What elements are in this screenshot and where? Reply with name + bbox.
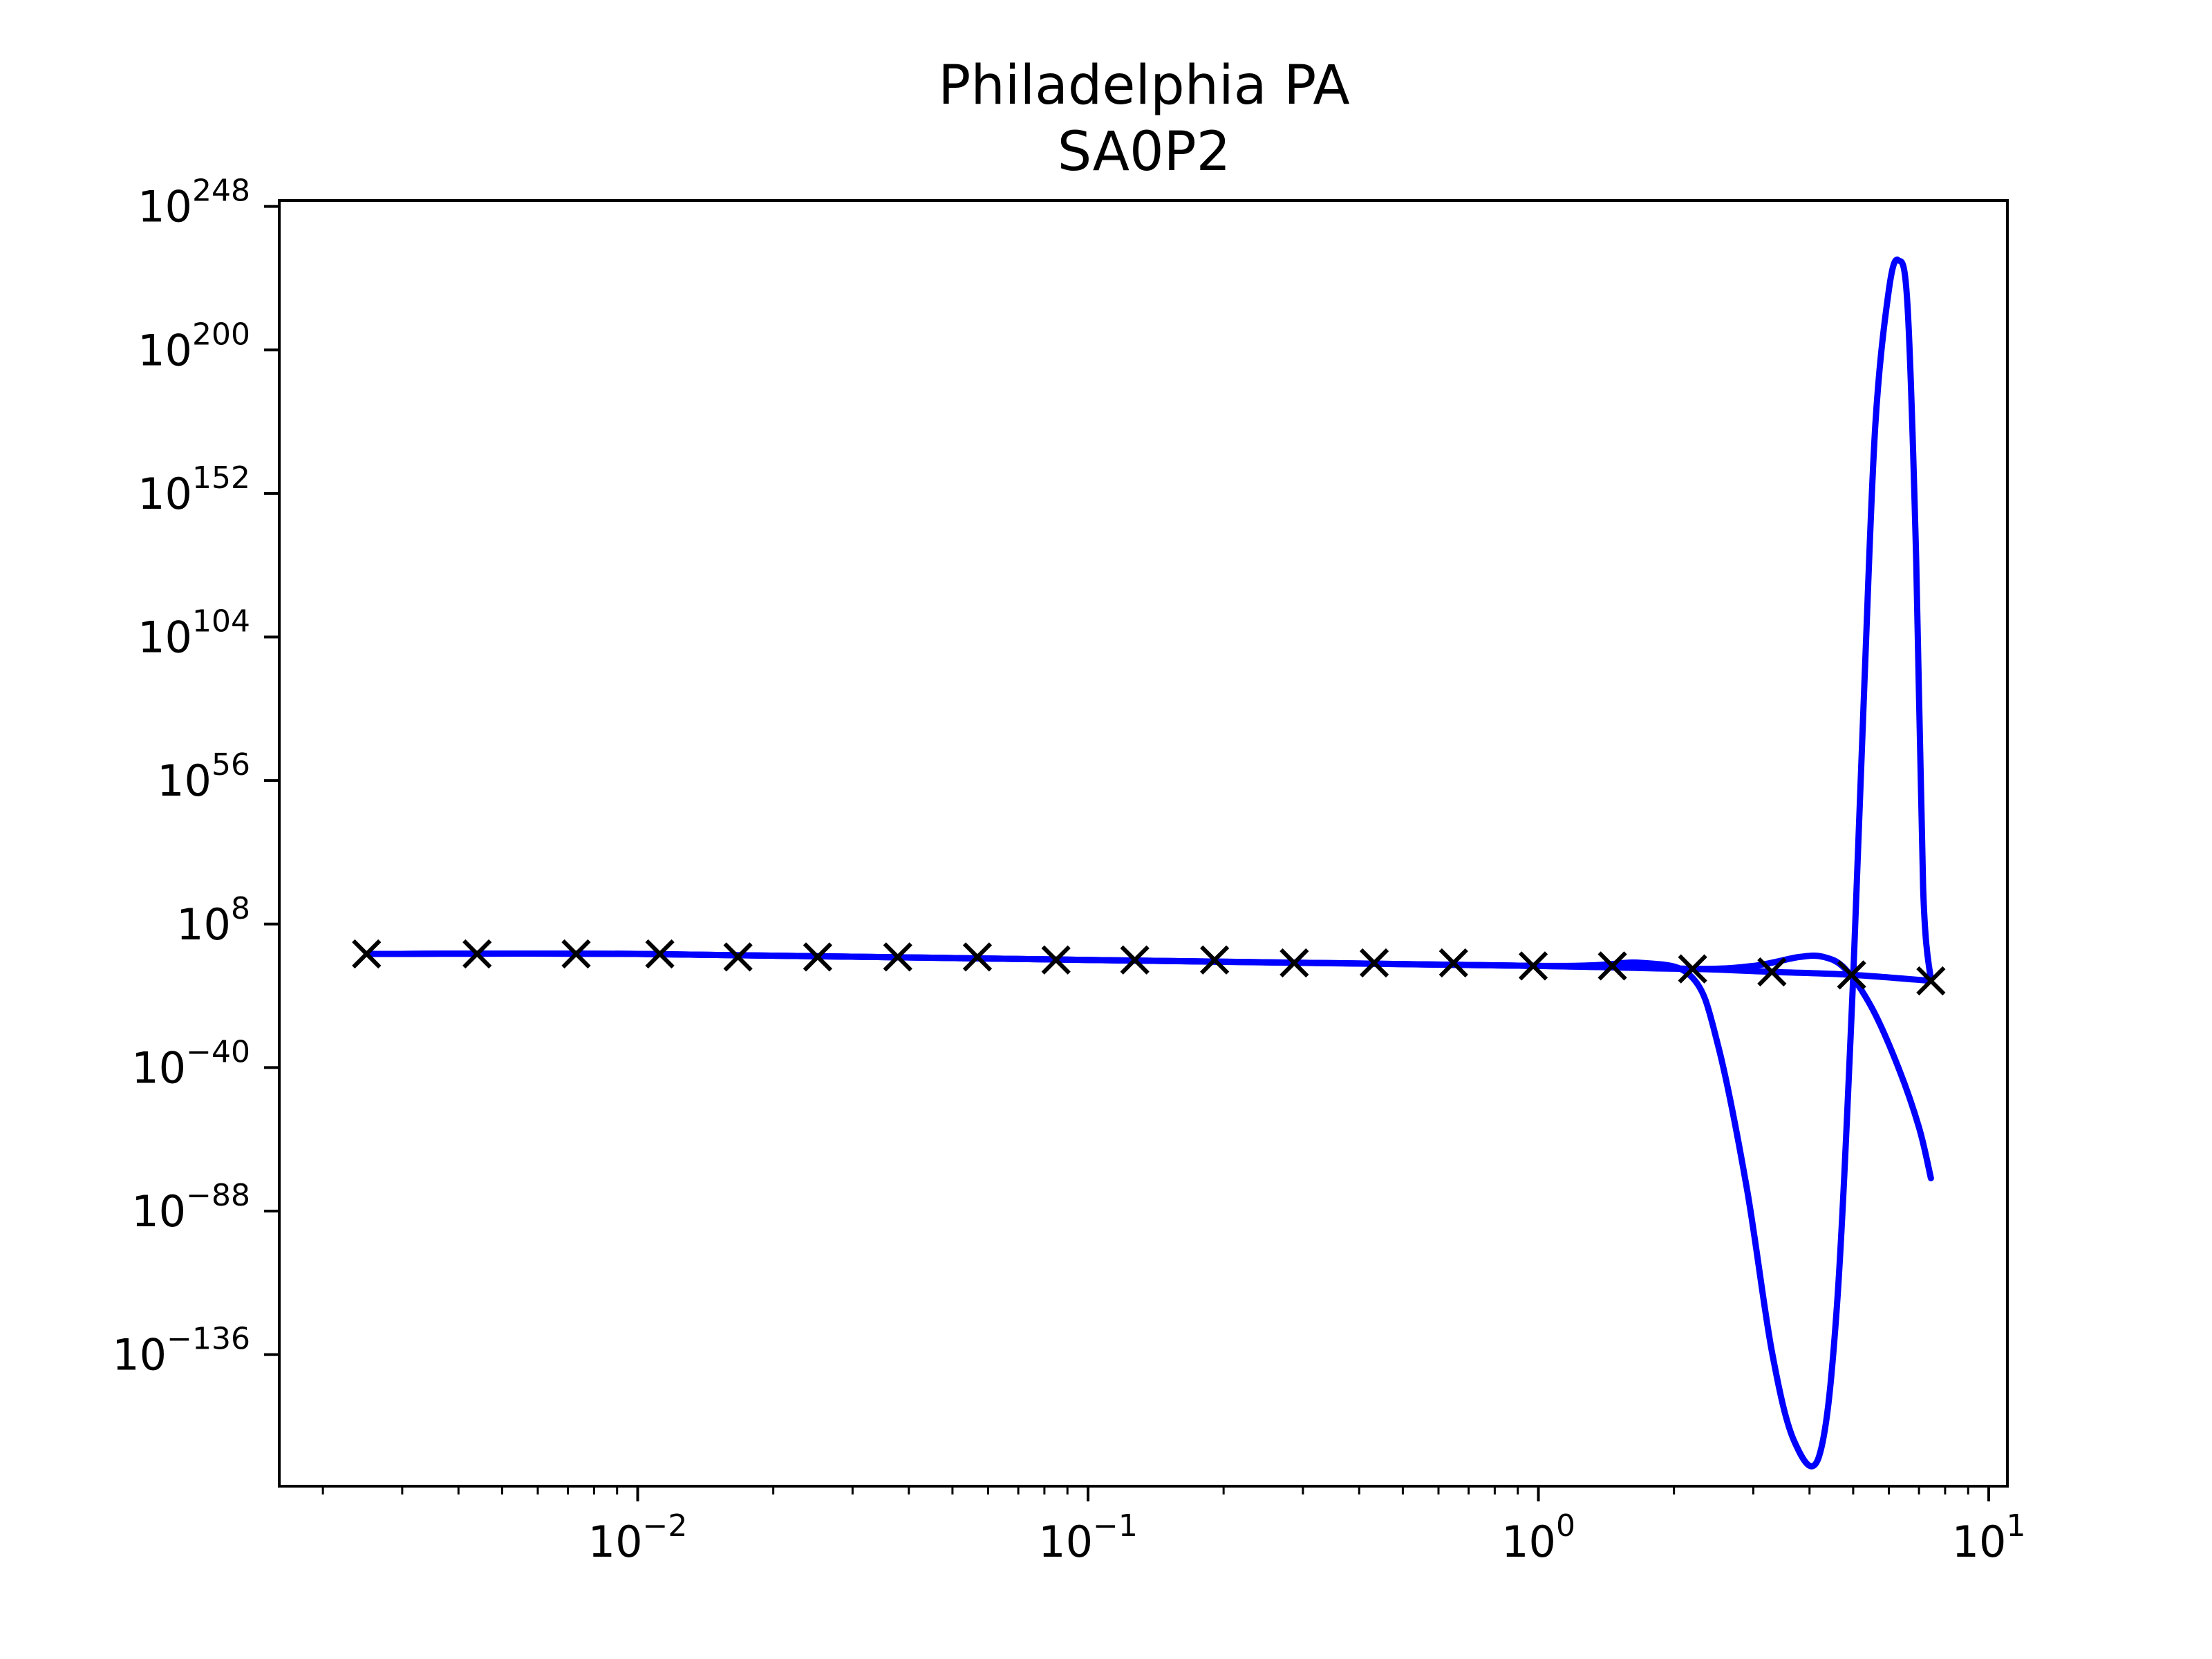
data-marker: [962, 942, 993, 972]
x-tick-label: 100: [1501, 1508, 1575, 1567]
y-tick-label: 10248: [138, 174, 250, 232]
data-marker: [1757, 957, 1787, 987]
data-marker: [883, 942, 912, 972]
y-tick-label: 10−136: [112, 1322, 250, 1380]
y-axis: 10248 10200 10152 10104 1056 108 10−40 10−88 10−…: [112, 174, 279, 1380]
y-tick-label: 10−88: [131, 1178, 250, 1237]
data-marker: [1597, 951, 1627, 981]
y-tick-label: 108: [176, 891, 250, 950]
data-marker: [1678, 954, 1707, 984]
data-marker: [1280, 948, 1309, 978]
x-tick-label: 10−2: [588, 1508, 688, 1567]
x-tick-label: 10−1: [1038, 1508, 1138, 1567]
data-marker: [1837, 960, 1866, 990]
plot-frame: [278, 199, 2009, 1488]
data-marker: [561, 939, 591, 969]
y-tick-label: 1056: [157, 747, 250, 806]
data-marker: [1438, 948, 1468, 978]
data-marker: [1041, 945, 1071, 975]
y-tick-label: 10−40: [131, 1034, 250, 1093]
data-marker: [645, 939, 675, 969]
data-marker: [803, 942, 833, 972]
series-line-1: [363, 256, 1934, 1470]
data-marker: [462, 939, 492, 969]
y-tick-label: 10200: [138, 317, 250, 375]
data-marker: [352, 939, 382, 969]
y-tick-label: 10152: [138, 460, 250, 519]
data-marker: [1359, 948, 1389, 978]
chart-subtitle: SA0P2: [1058, 121, 1231, 183]
marker-layer: [352, 939, 1946, 996]
data-marker: [723, 942, 753, 972]
x-tick-label: 101: [1952, 1508, 2026, 1567]
chart-title: Philadelphia PA: [938, 55, 1349, 117]
data-marker: [1916, 966, 1946, 996]
series-line-3: [363, 950, 1934, 984]
data-marker: [1199, 945, 1230, 975]
data-marker: [1518, 951, 1548, 981]
data-marker: [1120, 945, 1150, 975]
series-layer: [363, 256, 1934, 1470]
x-axis: 10−2 10−1 100 101: [321, 1486, 2026, 1567]
y-tick-label: 10104: [138, 604, 250, 663]
